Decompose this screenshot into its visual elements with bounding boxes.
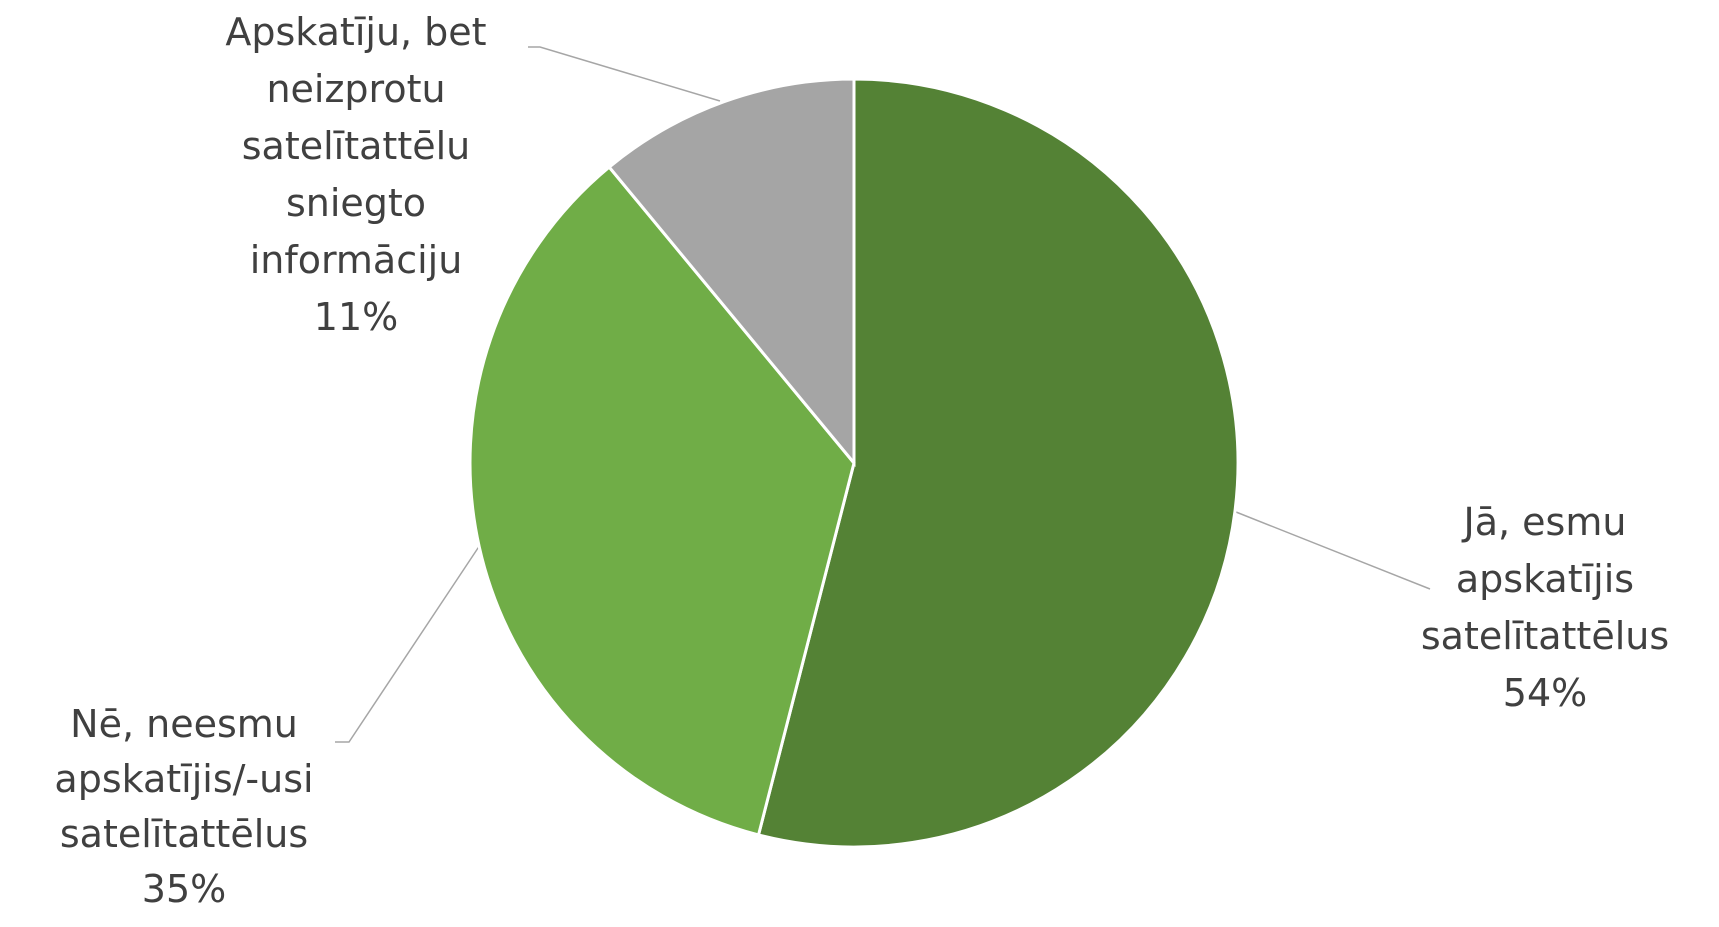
category-label: Jā, esmu apskatījis satelītattēlus <box>1420 500 1670 658</box>
category-label: Nē, neesmu apskatījis/-usi satelītattēlu… <box>54 702 314 856</box>
leader-line <box>1235 511 1431 590</box>
value-label: 54% <box>1502 671 1588 715</box>
leader-line <box>335 544 481 743</box>
data-label: Jā, esmu apskatījis satelītattēlus 54% <box>1375 494 1715 722</box>
data-label: Apskatīju, bet neizprotu satelītattēlu s… <box>186 4 526 346</box>
pie-slice <box>468 165 856 837</box>
pie-slice <box>607 77 856 468</box>
value-label: 35% <box>141 867 227 911</box>
data-label: Nē, neesmu apskatījis/-usi satelītattēlu… <box>4 697 364 917</box>
pie-slice <box>756 77 1240 849</box>
category-label: Apskatīju, bet neizprotu satelītattēlu s… <box>225 10 487 282</box>
value-label: 11% <box>313 295 399 339</box>
leader-line <box>528 46 721 102</box>
